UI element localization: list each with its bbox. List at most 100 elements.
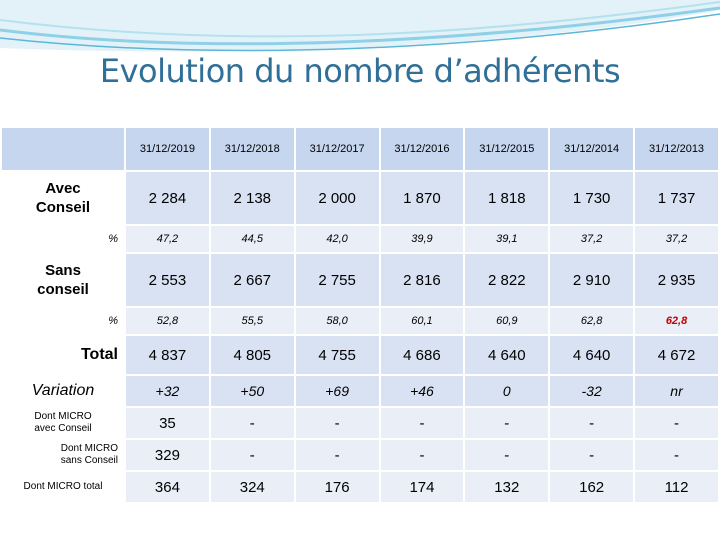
row-total: Total 4 837 4 805 4 755 4 686 4 640 4 64… [2,336,718,374]
table-cell: 4 686 [380,336,464,374]
table-cell: 2 935 [635,254,718,306]
row-micro-avec: Dont MICRO avec Conseil 35 - - - - - - [2,408,718,438]
row-label-line: Sans [45,262,81,279]
row-label: Dont MICRO total [2,472,124,502]
row-label: Dont MICRO avec Conseil [2,408,124,438]
table-cell: 2 910 [550,254,634,306]
table-cell: - [380,408,464,438]
table-cell: 2 138 [210,172,294,224]
table-cell: 42,0 [295,226,379,252]
table-cell: +69 [295,376,379,406]
table-cell: - [635,408,718,438]
row-label: Avec Conseil [2,172,124,224]
table-cell: 39,1 [465,226,549,252]
row-sans-conseil: Sans conseil 2 553 2 667 2 755 2 816 2 8… [2,254,718,306]
table-cell: 324 [210,472,294,502]
table-cell: 4 755 [295,336,379,374]
table-cell: 112 [635,472,718,502]
table-cell: 4 672 [635,336,718,374]
row-label-line: sans Conseil [60,455,118,466]
table-cell: 58,0 [295,308,379,334]
table-cell: 35 [126,408,209,438]
table-cell: - [635,440,718,470]
table-cell: 364 [126,472,209,502]
table-cell: +50 [210,376,294,406]
table-cell: 37,2 [550,226,634,252]
table-cell: 2 816 [380,254,464,306]
header-date: 31/12/2013 [635,128,718,170]
table-cell: 39,9 [380,226,464,252]
row-label: Dont MICRO sans Conseil [2,440,124,470]
table-cell: - [465,440,549,470]
row-label-line: Dont MICRO [34,411,92,422]
row-label-line: Conseil [35,199,91,216]
table-cell-highlight: 62,8 [635,308,718,334]
row-micro-sans: Dont MICRO sans Conseil 329 - - - - - - [2,440,718,470]
header-date: 31/12/2015 [465,128,549,170]
page-title: Evolution du nombre d’adhérents [99,52,621,90]
table-cell: 60,1 [380,308,464,334]
table-cell: 174 [380,472,464,502]
table-cell: 2 000 [295,172,379,224]
table-cell: - [210,440,294,470]
table-cell: 60,9 [465,308,549,334]
header-row: 31/12/2019 31/12/2018 31/12/2017 31/12/2… [2,128,718,170]
table-cell: 52,8 [126,308,209,334]
table-cell: 2 755 [295,254,379,306]
table-cell: 2 667 [210,254,294,306]
row-label: Total [2,336,124,374]
header-corner [2,128,124,170]
table-cell: 132 [465,472,549,502]
table-cell: - [295,408,379,438]
table-cell: 37,2 [635,226,718,252]
table-cell: 329 [126,440,209,470]
row-variation: Variation +32 +50 +69 +46 0 -32 nr [2,376,718,406]
row-label: Variation [2,376,124,406]
table-cell: 1 730 [550,172,634,224]
table-cell: 0 [465,376,549,406]
table-cell: nr [635,376,718,406]
table-cell: 4 805 [210,336,294,374]
table-cell: - [295,440,379,470]
row-sans-pct: % 52,8 55,5 58,0 60,1 60,9 62,8 62,8 [2,308,718,334]
row-label-line: Avec [45,180,81,197]
table-cell: +32 [126,376,209,406]
table-cell: - [550,408,634,438]
table-cell: 4 837 [126,336,209,374]
table-cell: 4 640 [550,336,634,374]
table-cell: 62,8 [550,308,634,334]
table-cell: 1 818 [465,172,549,224]
table-cell: 176 [295,472,379,502]
table-cell: 1 870 [380,172,464,224]
table-cell: - [550,440,634,470]
row-label-line: Dont MICRO [60,443,118,454]
table-cell: 4 640 [465,336,549,374]
table-cell: 2 553 [126,254,209,306]
table-cell: - [210,408,294,438]
header-date: 31/12/2017 [295,128,379,170]
row-label: Sans conseil [2,254,124,306]
row-avec-pct: % 47,2 44,5 42,0 39,9 39,1 37,2 37,2 [2,226,718,252]
header-date: 31/12/2016 [380,128,464,170]
table-cell: 55,5 [210,308,294,334]
table-cell: 2 284 [126,172,209,224]
membership-table: 31/12/2019 31/12/2018 31/12/2017 31/12/2… [0,126,720,504]
row-avec-conseil: Avec Conseil 2 284 2 138 2 000 1 870 1 8… [2,172,718,224]
table-cell: - [465,408,549,438]
table-cell: 162 [550,472,634,502]
table-cell: -32 [550,376,634,406]
row-micro-total: Dont MICRO total 364 324 176 174 132 162… [2,472,718,502]
row-label: % [2,226,124,252]
table-cell: 1 737 [635,172,718,224]
decorative-swoosh [0,0,720,52]
header-date: 31/12/2018 [210,128,294,170]
table-cell: - [380,440,464,470]
row-label-line: conseil [37,281,89,298]
header-date: 31/12/2014 [550,128,634,170]
row-label: % [2,308,124,334]
table-cell: +46 [380,376,464,406]
header-date: 31/12/2019 [126,128,209,170]
table-cell: 47,2 [126,226,209,252]
row-label-line: avec Conseil [34,423,92,434]
table-cell: 2 822 [465,254,549,306]
